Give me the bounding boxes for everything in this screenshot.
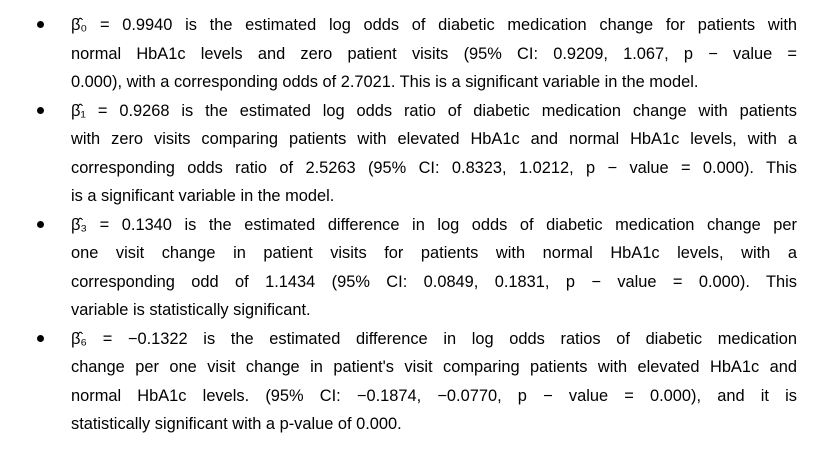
bullet-item-beta3: β̂₃ = 0.1340 is the estimated difference…: [37, 211, 797, 325]
bullet-icon: [37, 21, 44, 28]
bullet-icon: [37, 106, 44, 114]
text-line: β̂₃ = 0.1340 is the estimated difference…: [71, 215, 797, 234]
coefficient-bullet-list: β̂₀ = 0.9940 is the estimated log odds o…: [37, 11, 797, 439]
bullet-icon: [37, 334, 44, 342]
text-line: normal HbA1c levels and zero patient vis…: [71, 44, 797, 63]
text-line: β̂₁ = 0.9268 is the estimated log odds r…: [71, 101, 797, 120]
text-line: 0.000), with a corresponding odds of 2.7…: [71, 73, 699, 91]
text-line: β̂₀ = 0.9940 is the estimated log odds o…: [71, 16, 797, 34]
bullet-icon: [37, 220, 44, 228]
text-line: corresponding odds ratio of 2.5263 (95% …: [71, 158, 797, 177]
bullet-item-beta6: β̂₆ = −0.1322 is the estimated differenc…: [37, 325, 797, 439]
bullet-item-beta0: β̂₀ = 0.9940 is the estimated log odds o…: [37, 11, 797, 97]
text-line: variable is statistically significant.: [71, 301, 311, 319]
bullet-item-beta1: β̂₁ = 0.9268 is the estimated log odds r…: [37, 97, 797, 211]
text-line: corresponding odd of 1.1434 (95% CI: 0.0…: [71, 272, 797, 291]
text-line: is a significant variable in the model.: [71, 187, 335, 205]
text-line: with zero visits comparing patients with…: [71, 130, 797, 148]
text-line: statistically significant with a p-value…: [71, 415, 402, 433]
text-line: β̂₆ = −0.1322 is the estimated differenc…: [71, 329, 797, 348]
text-line: one visit change in patient visits for p…: [71, 244, 797, 262]
text-line: change per one visit change in patient's…: [71, 358, 797, 376]
text-line: normal HbA1c levels. (95% CI: −0.1874, −…: [71, 386, 797, 405]
